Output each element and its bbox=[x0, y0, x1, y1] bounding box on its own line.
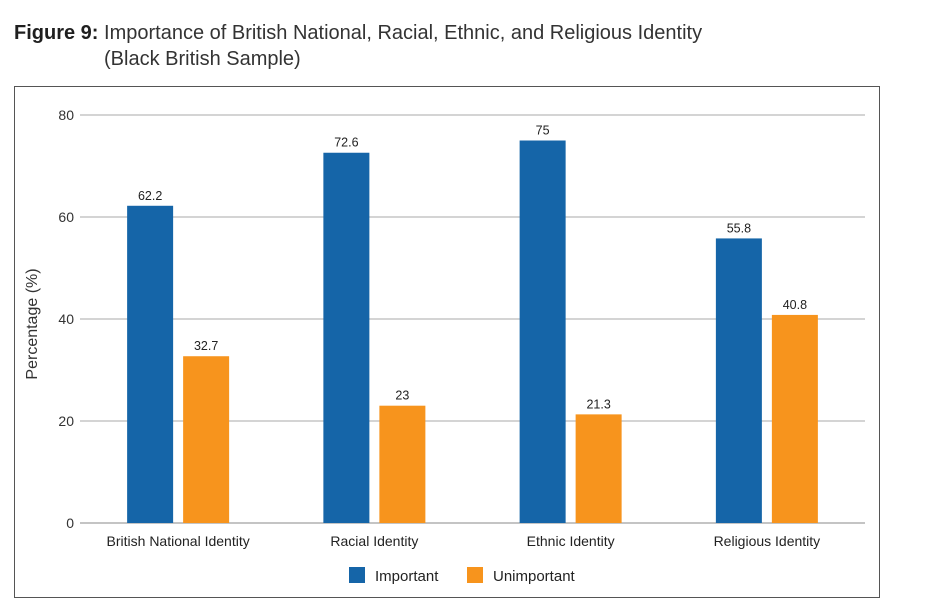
bar-chart: 0 20 40 60 80 Percentage (%) 62.2 32.7 British N… bbox=[0, 0, 925, 604]
y-tick-label: 80 bbox=[58, 107, 74, 123]
legend-label-unimportant: Unimportant bbox=[493, 568, 576, 585]
y-axis-label: Percentage (%) bbox=[24, 268, 41, 379]
y-tick-label: 0 bbox=[66, 515, 74, 531]
data-label: 32.7 bbox=[194, 339, 218, 353]
bar-important bbox=[716, 238, 762, 523]
y-tick-label: 20 bbox=[58, 413, 74, 429]
y-tick-label: 60 bbox=[58, 209, 74, 225]
bar-important bbox=[520, 141, 566, 524]
legend-label-important: Important bbox=[375, 568, 439, 585]
data-label: 55.8 bbox=[727, 221, 751, 235]
bar-important bbox=[127, 206, 173, 523]
x-tick-label: Religious Identity bbox=[714, 533, 821, 549]
x-tick-label: British National Identity bbox=[107, 533, 250, 549]
data-label: 62.2 bbox=[138, 189, 162, 203]
data-label: 40.8 bbox=[783, 298, 807, 312]
x-tick-label: Racial Identity bbox=[330, 533, 418, 549]
bar-unimportant bbox=[772, 315, 818, 523]
data-label: 75 bbox=[536, 124, 550, 138]
data-label: 21.3 bbox=[586, 397, 610, 411]
legend-swatch-important bbox=[349, 567, 365, 583]
data-label: 72.6 bbox=[334, 136, 358, 150]
data-label: 23 bbox=[395, 389, 409, 403]
bar-unimportant bbox=[576, 414, 622, 523]
bar-unimportant bbox=[183, 356, 229, 523]
x-tick-label: Ethnic Identity bbox=[527, 533, 615, 549]
bar-important bbox=[323, 153, 369, 523]
bar-unimportant bbox=[379, 406, 425, 523]
y-tick-label: 40 bbox=[58, 311, 74, 327]
legend-swatch-unimportant bbox=[467, 567, 483, 583]
